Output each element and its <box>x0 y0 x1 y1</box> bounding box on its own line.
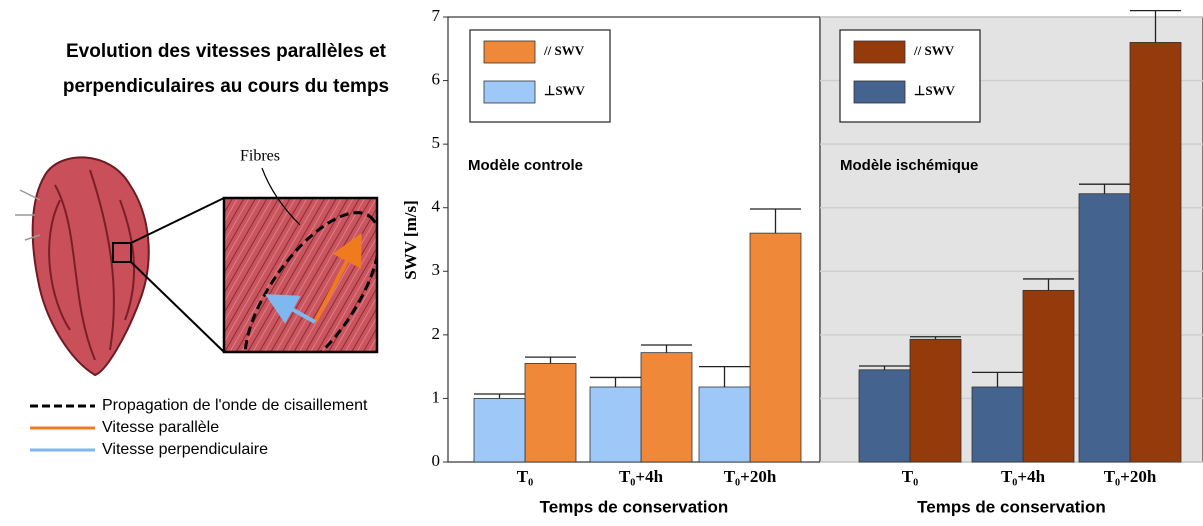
y-tick-label: 5 <box>432 133 441 152</box>
x-axis-label: Temps de conservation <box>540 497 729 516</box>
bar <box>909 338 962 463</box>
legend-swatch <box>483 40 536 64</box>
legend-swatch <box>853 80 906 104</box>
y-tick-label: 7 <box>432 6 441 25</box>
legend-label: // SWV <box>543 43 585 58</box>
bar <box>858 369 911 463</box>
bar <box>473 398 526 463</box>
bar <box>640 352 693 463</box>
fibres-label: Fibres <box>240 148 280 165</box>
x-tick-label: T₀+20h <box>724 467 777 486</box>
legend-label: Vitesse parallèle <box>102 419 219 436</box>
y-tick-label: 2 <box>432 324 441 343</box>
figure-title: perpendiculaires au cours du temps <box>63 76 389 97</box>
x-tick-label: T₀+4h <box>1001 467 1046 486</box>
figure-title: Evolution des vitesses parallèles et <box>66 41 387 62</box>
x-tick-label: T₀+4h <box>619 467 664 486</box>
x-axis-label: Temps de conservation <box>917 497 1106 516</box>
bar <box>1022 289 1075 463</box>
bar <box>524 363 577 463</box>
y-tick-label: 3 <box>432 260 441 279</box>
bar <box>749 232 802 463</box>
x-tick-label: T₀+20h <box>1104 467 1157 486</box>
y-axis-label: SWV [m/s] <box>401 200 420 280</box>
legend-label: ⊥SWV <box>914 83 956 98</box>
panel-annotation: Modèle ischémique <box>840 157 978 174</box>
y-tick-label: 6 <box>432 69 441 88</box>
x-tick-label: T₀ <box>517 467 533 486</box>
legend-swatch <box>853 40 906 64</box>
bar <box>1078 193 1131 463</box>
y-tick-label: 0 <box>432 451 441 470</box>
legend-swatch <box>483 80 536 104</box>
y-tick-label: 1 <box>432 387 441 406</box>
legend-label: Propagation de l'onde de cisaillement <box>102 397 368 414</box>
bar <box>1129 42 1182 463</box>
legend-label: ⊥SWV <box>544 83 586 98</box>
bar <box>698 386 751 463</box>
bar <box>971 386 1024 463</box>
heart-illustration <box>15 156 379 377</box>
x-tick-label: T₀ <box>902 467 918 486</box>
y-tick-label: 4 <box>432 197 441 216</box>
panel-annotation: Modèle controle <box>468 157 583 174</box>
bar <box>589 386 642 463</box>
legend-label: // SWV <box>913 43 955 58</box>
legend-label: Vitesse perpendiculaire <box>102 441 268 458</box>
